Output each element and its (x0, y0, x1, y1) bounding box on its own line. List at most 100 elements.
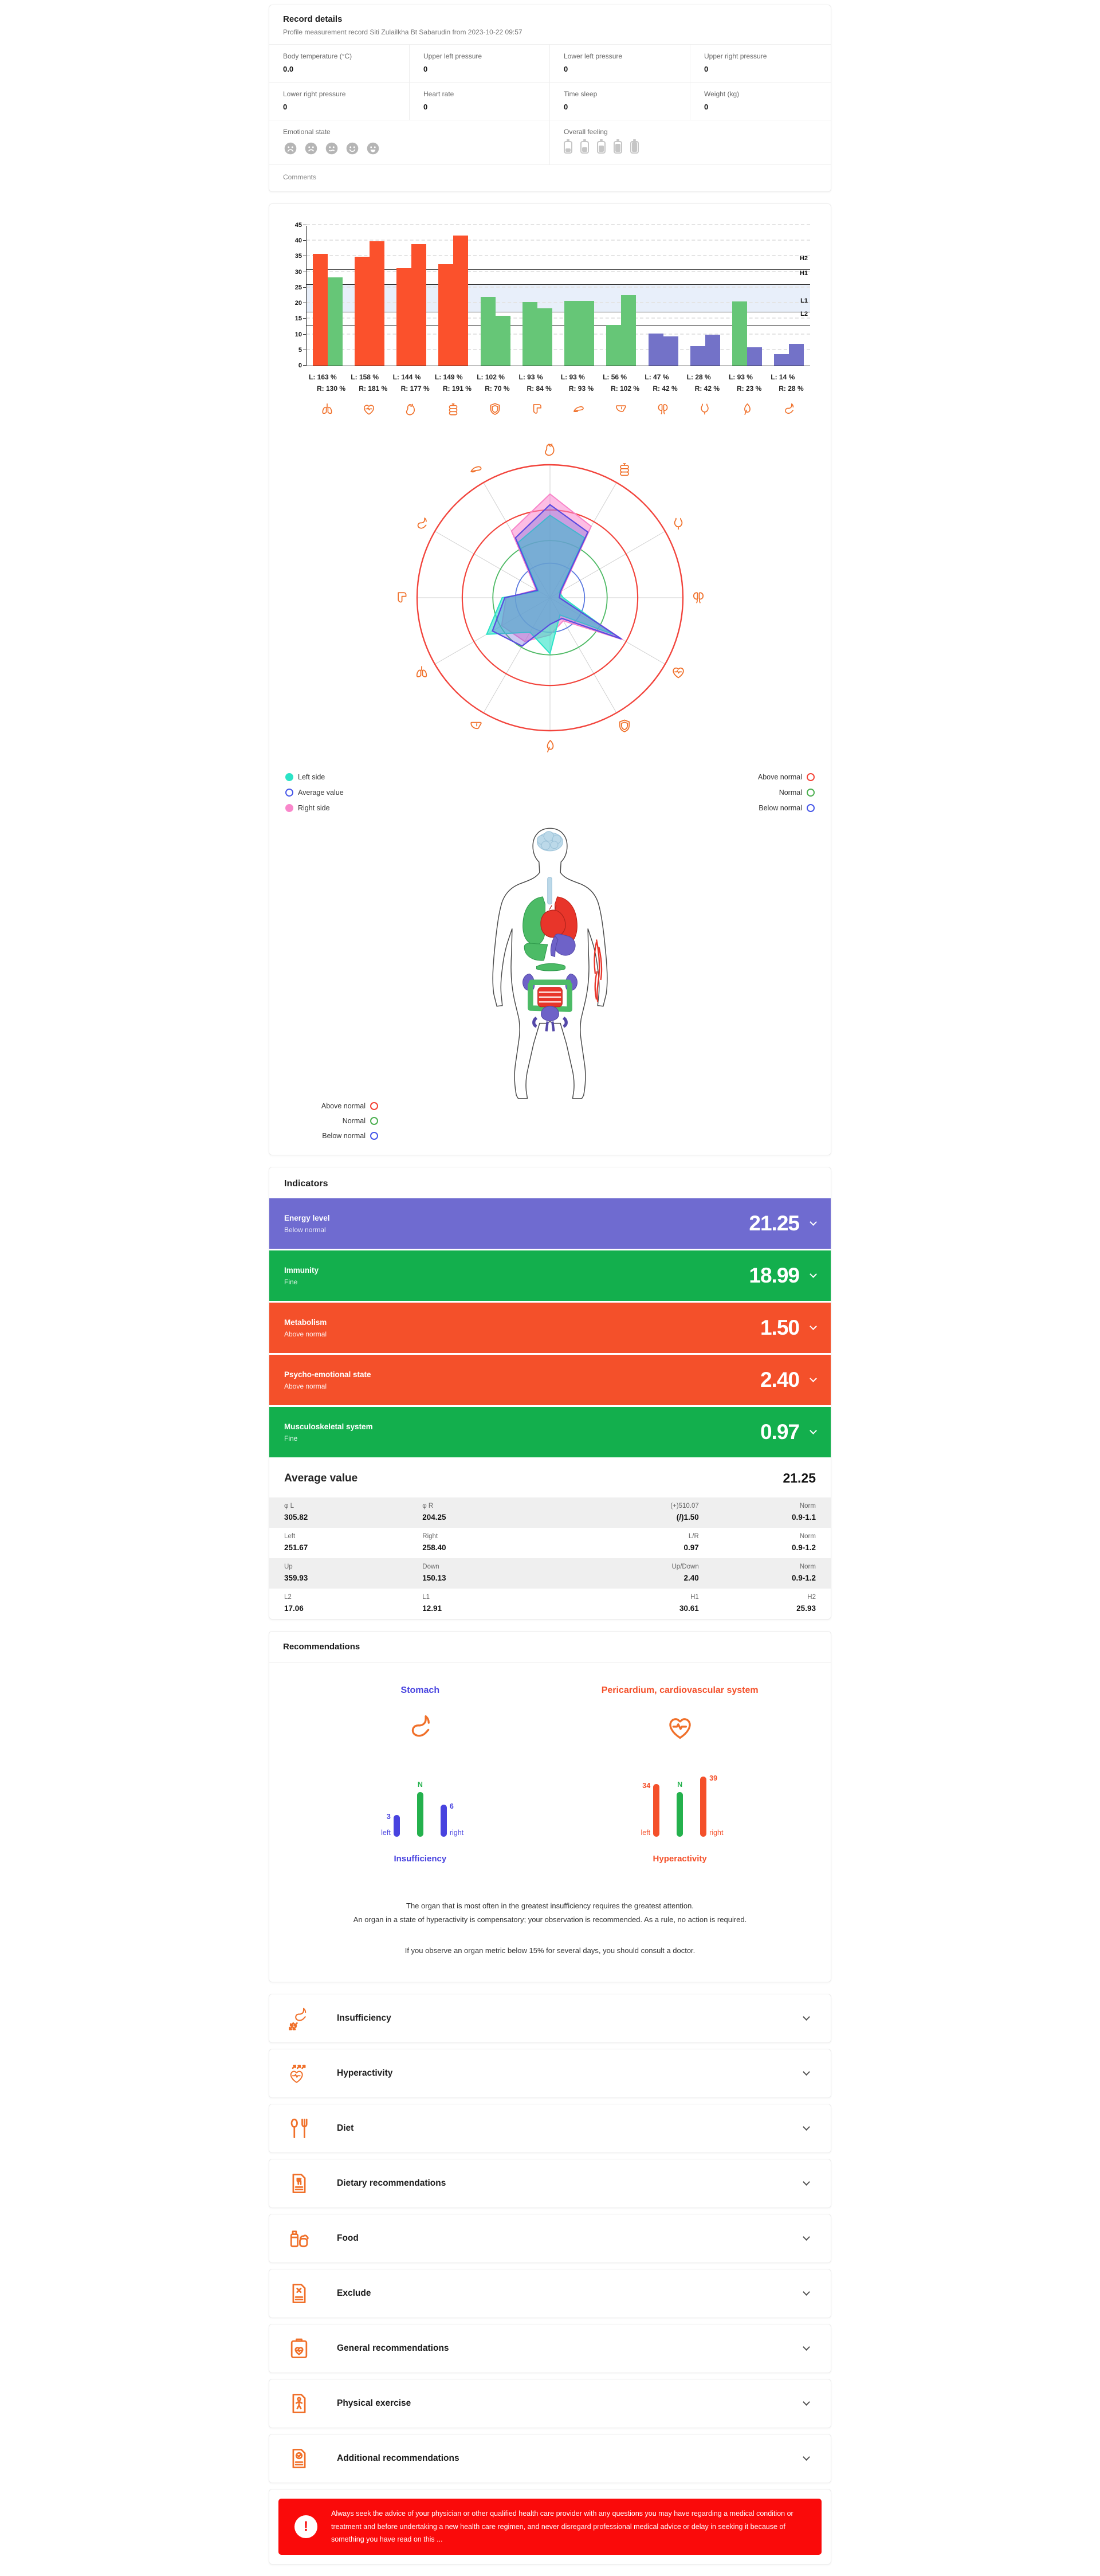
indicator-row[interactable]: Immunity Fine 18.99 (269, 1250, 831, 1301)
bar-label: L: 93 % R: 84 % (518, 373, 552, 393)
indicator-row[interactable]: Musculoskeletal system Fine 0.97 (269, 1407, 831, 1457)
legend-label: Normal (779, 789, 802, 797)
indicator-name: Metabolism (284, 1318, 327, 1327)
battery-level-4-icon[interactable] (614, 139, 622, 154)
section-hyperactivity[interactable]: .c1{stroke:#ED2662}.c2{stroke:#ED2662} Hy… (269, 2049, 831, 2099)
page: Record details Profile measurement recor… (269, 0, 831, 2565)
cell-label: φ L (284, 1503, 294, 1509)
field-value: 0 (423, 65, 428, 73)
bar-group (726, 226, 768, 366)
cell-value: 204.25 (422, 1513, 446, 1522)
right-bar (663, 336, 678, 366)
indicators-card: Indicators Energy level Below normal 21.25… (269, 1167, 831, 1620)
indicator-row[interactable]: Psycho-emotional state Above normal 2.40 (269, 1355, 831, 1405)
section-food[interactable]: .c1{stroke:#F0702A}.c2{stroke:#F0702A} Fo… (269, 2214, 831, 2264)
indicator-status: Below normal (284, 1225, 326, 1234)
field-value: 0 (564, 103, 568, 111)
indicator-name: Psycho-emotional state (284, 1370, 371, 1379)
kidneys-icon: .c1{stroke:#3a3a3a}.c2{stroke:#3a3a3a} (693, 592, 704, 603)
chevron-down-icon[interactable] (810, 1270, 817, 1278)
indicator-row[interactable]: Energy level Below normal 21.25 (269, 1198, 831, 1249)
cutlery-icon: .c1{stroke:#F0702A}.c2{stroke:#F0702A} (290, 2118, 308, 2139)
y-tick: 45 (294, 222, 302, 229)
legend-swatch (807, 773, 815, 781)
body-small-intestine (537, 987, 563, 1007)
hyperactivity-mini-chart: 34 left N 39 right (571, 1762, 789, 1837)
threshold-label: H1 (799, 270, 808, 277)
cell-value: 12.91 (422, 1604, 442, 1613)
section-exclude[interactable]: .c1{stroke:#F0702A}.c2{stroke:#F0702A} Ex… (269, 2269, 831, 2319)
indicator-status: Above normal (284, 1330, 327, 1338)
threshold-label: H2 (799, 255, 808, 262)
chevron-down-icon[interactable] (803, 2398, 810, 2406)
cell-label: Norm (799, 1563, 816, 1570)
legend-swatch (807, 789, 815, 797)
bar-label: L: 93 % R: 23 % (728, 373, 762, 393)
record-field: Lower left pressure 0 (550, 45, 690, 83)
chevron-down-icon[interactable] (810, 1322, 817, 1330)
section-physical-exercise[interactable]: .c1{stroke:#F0702A}.c2{stroke:#F0702A} Ph… (269, 2379, 831, 2429)
mood-very-sad-icon[interactable] (283, 141, 298, 156)
y-tick: 40 (294, 237, 302, 245)
chevron-down-icon[interactable] (810, 1374, 817, 1382)
legend-item: Below normal (759, 804, 815, 812)
threshold-line-L2 (307, 324, 810, 326)
average-cell: Norm 0.9-1.2 (699, 1533, 816, 1552)
emotional-state-rating[interactable] (283, 141, 536, 156)
chevron-down-icon[interactable] (803, 2233, 810, 2241)
liver-icon: .c1{stroke:#66C677}.c2{stroke:#66C677} (615, 405, 626, 412)
hyperactivity-organ-name: Pericardium, cardiovascular system (601, 1685, 759, 1695)
heart-icon: .c1{stroke:#3a3a3a}.c2{stroke:#3a3a3a} (545, 443, 555, 456)
section-dietary-recommendations[interactable]: .c1{stroke:#F0702A}.c2{stroke:#F0702A} Di… (269, 2159, 831, 2209)
section-insufficiency[interactable]: .c1{stroke:#4845E8}.c2{stroke:#4845E8} In… (269, 1994, 831, 2044)
cell-value: 2.40 (683, 1574, 699, 1582)
overall-feeling-rating[interactable] (564, 139, 817, 154)
indicator-row[interactable]: Metabolism Above normal 1.50 (269, 1303, 831, 1353)
mood-happy-icon[interactable] (345, 141, 360, 156)
organ-icon-cell: .c1{stroke:#7372C8}.c2{stroke:#7372C8} (684, 402, 726, 417)
stomach-icon: .c1{stroke:#4843DF}.c2{stroke:#4843DF} (412, 1715, 430, 1737)
section-general-recommendations[interactable]: .c1{stroke:#F0702A}.c2{stroke:#F0702A} Ge… (269, 2324, 831, 2374)
mood-sad-icon[interactable] (304, 141, 319, 156)
battery-level-2-icon[interactable] (580, 139, 589, 154)
section-diet[interactable]: .c1{stroke:#F0702A}.c2{stroke:#F0702A} Di… (269, 2104, 831, 2154)
battery-level-3-icon[interactable] (597, 139, 606, 154)
indicator-value: 1.50 (760, 1316, 800, 1339)
chevron-down-icon[interactable] (803, 2288, 810, 2296)
chevron-down-icon[interactable] (810, 1218, 817, 1226)
radar-axis-pancreas: .c1{stroke:#3a3a3a}.c2{stroke:#3a3a3a} (468, 461, 484, 477)
chevron-down-icon[interactable] (803, 2178, 810, 2186)
bar-label: L: 56 % R: 102 % (603, 373, 640, 393)
warning-icon: ! (294, 2515, 317, 2538)
bar-plot: 0 5 10 15 20 25 30 35 40 45 H2 H1 L1 L2 (295, 222, 810, 369)
left-side-polygon (485, 514, 614, 655)
bar-group (600, 226, 642, 366)
mood-neutral-icon[interactable] (324, 141, 339, 156)
chevron-down-icon[interactable] (803, 2343, 810, 2351)
radar-axis-lungs: .c1{stroke:#3a3a3a}.c2{stroke:#3a3a3a} (414, 664, 430, 680)
cell-value: 258.40 (422, 1543, 446, 1552)
threshold-label: L1 (800, 297, 808, 305)
legend-item: Right side (285, 804, 344, 812)
section-additional-recommendations[interactable]: .c1{stroke:#F0702A}.c2{stroke:#F0702A} Ad… (269, 2434, 831, 2484)
average-table-row: φ L 305.82 φ R 204.25 (+)510.07 (/)1.50 Norm 0.… (269, 1497, 831, 1528)
lungs-icon: .c1{stroke:#3a3a3a}.c2{stroke:#3a3a3a} (416, 665, 427, 677)
average-cell: H2 25.93 (699, 1594, 816, 1613)
bar-group (684, 226, 726, 366)
chevron-down-icon[interactable] (803, 2068, 810, 2076)
organ-icon-cell: .c1{stroke:#7372C8}.c2{stroke:#7372C8} (768, 402, 810, 417)
section-label: General recommendations (337, 2343, 449, 2354)
bladder-icon: .c1{stroke:#7372C8}.c2{stroke:#7372C8} (701, 403, 709, 415)
bar-label: L: 14 % R: 28 % (771, 373, 804, 393)
battery-level-1-icon[interactable] (564, 139, 572, 154)
chevron-down-icon[interactable] (810, 1426, 817, 1434)
chevron-down-icon[interactable] (803, 2013, 810, 2021)
insufficiency-mini-chart: 3 left N 6 right (311, 1762, 529, 1837)
mood-very-happy-icon[interactable] (366, 141, 380, 156)
chevron-down-icon[interactable] (803, 2453, 810, 2461)
chevron-down-icon[interactable] (803, 2123, 810, 2131)
battery-level-5-icon[interactable] (630, 139, 639, 154)
disclaimer-text: Always seek the advice of your physician… (331, 2510, 793, 2544)
body-pancreas (536, 963, 566, 971)
body-legend: Above normal Normal Below normal (283, 1100, 380, 1149)
